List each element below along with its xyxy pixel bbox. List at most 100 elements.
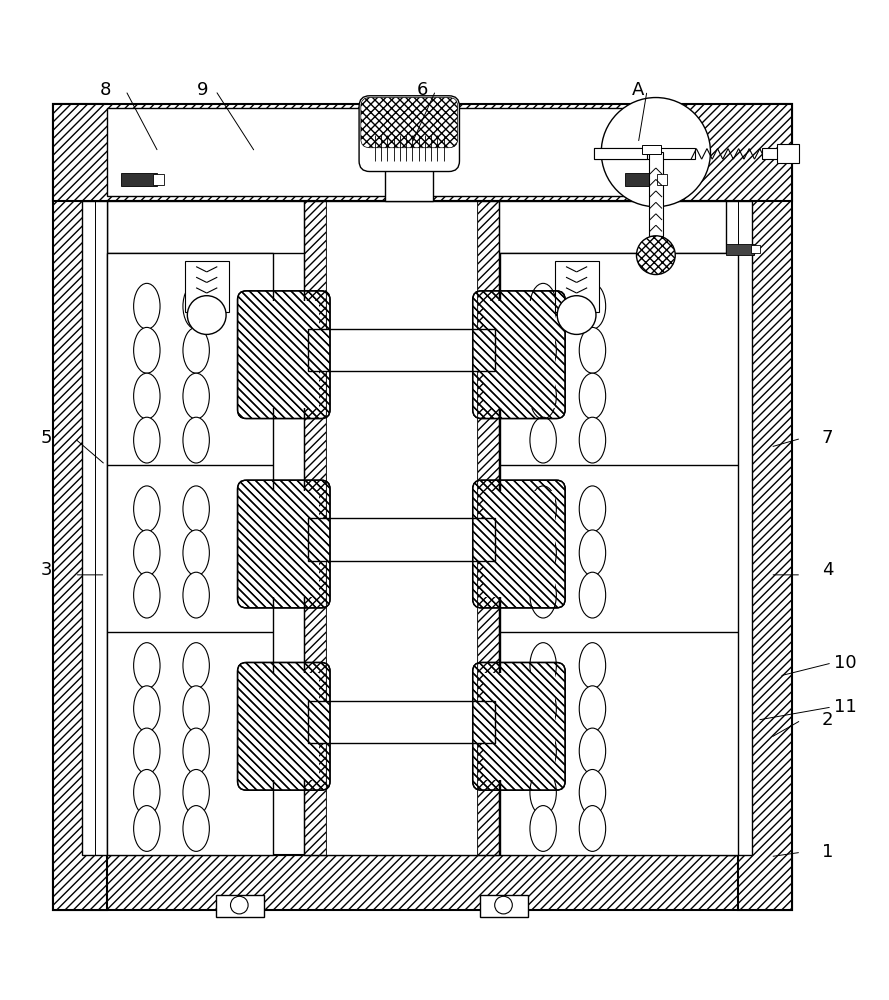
- Ellipse shape: [133, 417, 160, 463]
- Bar: [555, 261, 598, 312]
- Ellipse shape: [580, 327, 605, 373]
- Bar: [594, 148, 695, 159]
- Bar: [248, 301, 319, 408]
- Bar: [248, 673, 319, 780]
- Ellipse shape: [580, 572, 605, 618]
- Ellipse shape: [580, 373, 605, 419]
- Text: 2: 2: [821, 711, 833, 729]
- Circle shape: [557, 296, 596, 334]
- Ellipse shape: [183, 373, 210, 419]
- Bar: [594, 148, 647, 159]
- Bar: [484, 491, 555, 597]
- Bar: [625, 173, 661, 186]
- Bar: [108, 108, 645, 196]
- Text: 7: 7: [821, 429, 833, 447]
- Ellipse shape: [183, 572, 210, 618]
- Text: 5: 5: [41, 429, 52, 447]
- Ellipse shape: [580, 486, 605, 532]
- Ellipse shape: [580, 806, 605, 851]
- Ellipse shape: [530, 373, 557, 419]
- Bar: [484, 301, 555, 408]
- Ellipse shape: [580, 417, 605, 463]
- Ellipse shape: [183, 530, 210, 576]
- Bar: [303, 201, 325, 855]
- Bar: [303, 201, 499, 855]
- Bar: [82, 201, 108, 855]
- Bar: [751, 245, 760, 253]
- Bar: [108, 253, 273, 855]
- Ellipse shape: [530, 283, 557, 329]
- Bar: [52, 104, 108, 910]
- Ellipse shape: [133, 643, 160, 688]
- Bar: [385, 161, 434, 201]
- Bar: [108, 201, 738, 855]
- Bar: [649, 152, 663, 236]
- Ellipse shape: [183, 806, 210, 851]
- Ellipse shape: [530, 572, 557, 618]
- Ellipse shape: [183, 283, 210, 329]
- Ellipse shape: [530, 686, 557, 732]
- Ellipse shape: [133, 283, 160, 329]
- Ellipse shape: [530, 327, 557, 373]
- Ellipse shape: [183, 486, 210, 532]
- Bar: [308, 518, 494, 561]
- Ellipse shape: [530, 486, 557, 532]
- Bar: [108, 201, 738, 253]
- Bar: [726, 244, 755, 255]
- Bar: [248, 491, 319, 597]
- Ellipse shape: [530, 530, 557, 576]
- Ellipse shape: [580, 728, 605, 774]
- Bar: [52, 855, 792, 910]
- Bar: [308, 329, 494, 371]
- Bar: [657, 174, 668, 185]
- Bar: [52, 104, 792, 201]
- Bar: [642, 145, 661, 154]
- Ellipse shape: [133, 572, 160, 618]
- Bar: [325, 201, 477, 855]
- Ellipse shape: [183, 643, 210, 688]
- Ellipse shape: [133, 486, 160, 532]
- Bar: [500, 253, 738, 855]
- Bar: [762, 148, 781, 159]
- Ellipse shape: [580, 769, 605, 815]
- Bar: [738, 104, 792, 910]
- Bar: [477, 201, 499, 855]
- Text: 10: 10: [834, 654, 856, 672]
- Bar: [185, 261, 228, 312]
- FancyBboxPatch shape: [359, 96, 460, 172]
- Text: 3: 3: [41, 561, 52, 579]
- Text: 8: 8: [100, 81, 111, 99]
- Circle shape: [601, 98, 710, 207]
- Ellipse shape: [580, 283, 605, 329]
- Text: 9: 9: [196, 81, 208, 99]
- Ellipse shape: [580, 643, 605, 688]
- Ellipse shape: [530, 769, 557, 815]
- Ellipse shape: [133, 530, 160, 576]
- Ellipse shape: [133, 806, 160, 851]
- Ellipse shape: [133, 373, 160, 419]
- Bar: [480, 895, 528, 917]
- Ellipse shape: [580, 530, 605, 576]
- Text: 11: 11: [834, 698, 857, 716]
- Ellipse shape: [183, 417, 210, 463]
- Ellipse shape: [133, 728, 160, 774]
- Bar: [484, 673, 555, 780]
- Ellipse shape: [133, 769, 160, 815]
- Ellipse shape: [183, 728, 210, 774]
- Ellipse shape: [530, 806, 557, 851]
- Ellipse shape: [183, 686, 210, 732]
- Text: 6: 6: [417, 81, 428, 99]
- Bar: [153, 174, 164, 185]
- Circle shape: [637, 236, 676, 275]
- Ellipse shape: [580, 686, 605, 732]
- Ellipse shape: [133, 327, 160, 373]
- Ellipse shape: [530, 417, 557, 463]
- Text: A: A: [632, 81, 645, 99]
- Circle shape: [230, 896, 248, 914]
- Ellipse shape: [183, 327, 210, 373]
- Circle shape: [494, 896, 512, 914]
- Circle shape: [188, 296, 226, 334]
- Bar: [726, 201, 752, 855]
- Ellipse shape: [530, 728, 557, 774]
- Text: 4: 4: [821, 561, 833, 579]
